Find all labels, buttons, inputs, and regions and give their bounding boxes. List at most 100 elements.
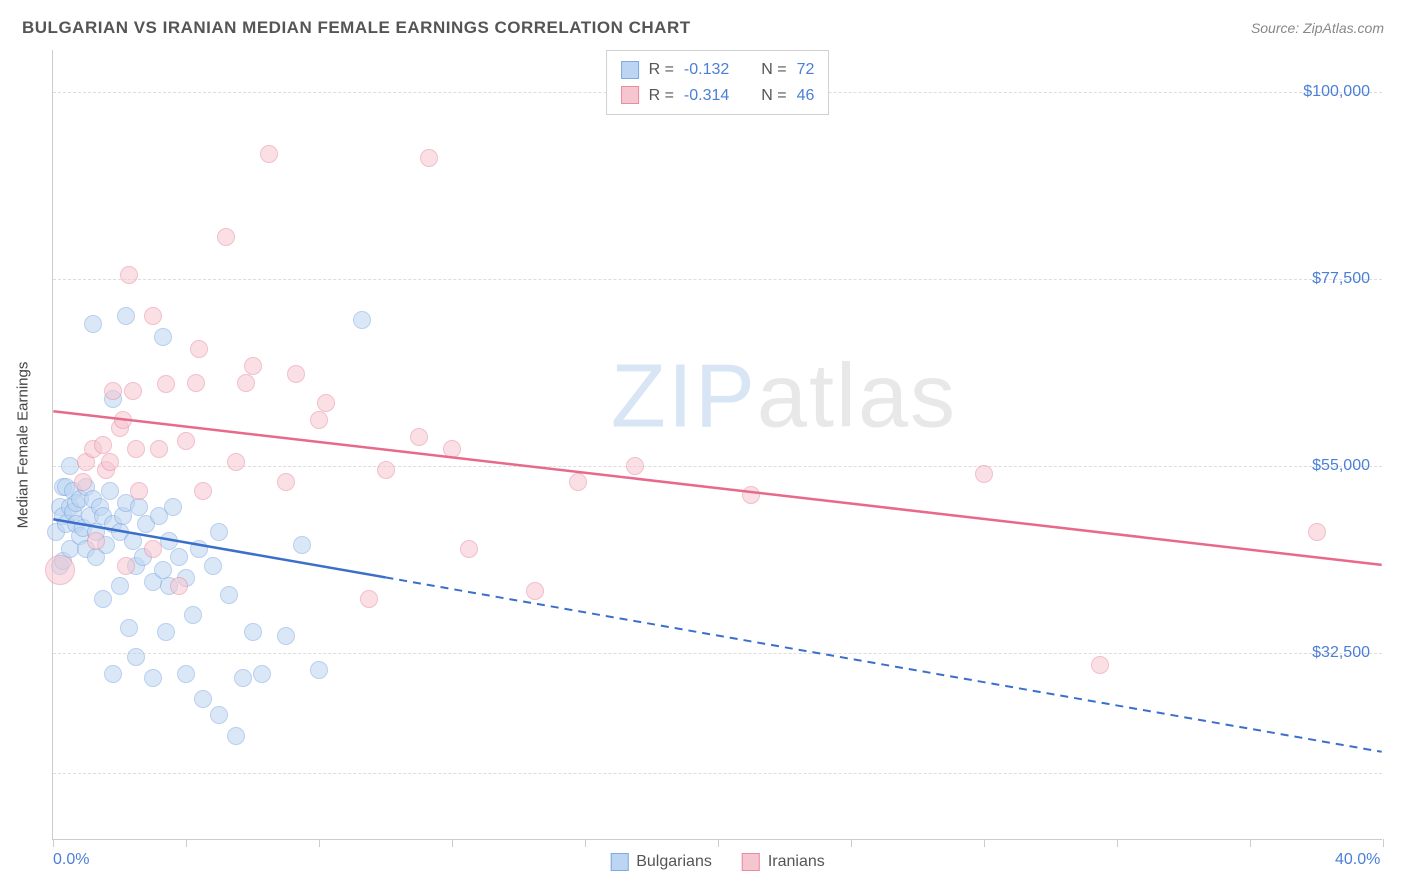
data-point <box>101 453 119 471</box>
legend-series-label: Bulgarians <box>636 853 712 871</box>
data-point <box>177 665 195 683</box>
legend-swatch <box>742 853 760 871</box>
data-point <box>210 706 228 724</box>
data-point <box>190 340 208 358</box>
data-point <box>144 307 162 325</box>
data-point <box>360 590 378 608</box>
data-point <box>170 577 188 595</box>
data-point <box>569 473 587 491</box>
data-point <box>287 365 305 383</box>
data-point <box>87 532 105 550</box>
data-point <box>61 457 79 475</box>
data-point <box>111 577 129 595</box>
x-tick <box>851 839 852 847</box>
legend-swatch <box>621 61 639 79</box>
data-point <box>220 586 238 604</box>
legend-correlation: R = -0.132N = 72R = -0.314N = 46 <box>606 50 830 115</box>
y-axis-title: Median Female Earnings <box>15 361 32 528</box>
legend-swatch <box>610 853 628 871</box>
x-tick <box>1250 839 1251 847</box>
data-point <box>975 465 993 483</box>
data-point <box>227 453 245 471</box>
legend-n-label: N = <box>761 83 786 109</box>
data-point <box>117 557 135 575</box>
data-point <box>377 461 395 479</box>
data-point <box>310 661 328 679</box>
data-point <box>101 482 119 500</box>
legend-n-label: N = <box>761 57 786 83</box>
data-point <box>127 440 145 458</box>
legend-series: Bulgarians Iranians <box>610 853 825 871</box>
x-tick <box>1117 839 1118 847</box>
data-point <box>253 665 271 683</box>
data-point <box>124 382 142 400</box>
data-point <box>170 548 188 566</box>
data-point <box>74 473 92 491</box>
data-point <box>260 145 278 163</box>
data-point <box>104 382 122 400</box>
data-point <box>164 498 182 516</box>
gridline <box>53 279 1382 280</box>
data-point <box>144 669 162 687</box>
data-point <box>194 690 212 708</box>
data-point <box>443 440 461 458</box>
data-point <box>187 374 205 392</box>
y-tick-label: $100,000 <box>1303 83 1370 101</box>
legend-row: R = -0.314N = 46 <box>621 83 815 109</box>
data-point <box>353 311 371 329</box>
x-tick <box>718 839 719 847</box>
data-point <box>277 473 295 491</box>
x-tick <box>984 839 985 847</box>
data-point <box>124 532 142 550</box>
data-point <box>94 436 112 454</box>
data-point <box>1308 523 1326 541</box>
gridline <box>53 466 1382 467</box>
data-point <box>317 394 335 412</box>
data-point <box>460 540 478 558</box>
x-tick-label: 0.0% <box>53 851 89 869</box>
data-point <box>45 555 75 585</box>
legend-r-value: -0.314 <box>684 83 729 109</box>
data-point <box>194 482 212 500</box>
x-tick <box>186 839 187 847</box>
trend-lines <box>53 50 1382 839</box>
data-point <box>120 619 138 637</box>
data-point <box>277 627 295 645</box>
data-point <box>160 532 178 550</box>
data-point <box>117 307 135 325</box>
data-point <box>244 357 262 375</box>
data-point <box>234 669 252 687</box>
data-point <box>150 440 168 458</box>
data-point <box>244 623 262 641</box>
data-point <box>410 428 428 446</box>
data-point <box>130 482 148 500</box>
gridline <box>53 653 1382 654</box>
data-point <box>1091 656 1109 674</box>
data-point <box>144 540 162 558</box>
legend-swatch <box>621 86 639 104</box>
data-point <box>190 540 208 558</box>
legend-r-label: R = <box>649 57 674 83</box>
data-point <box>227 727 245 745</box>
legend-r-label: R = <box>649 83 674 109</box>
data-point <box>84 315 102 333</box>
y-tick-label: $32,500 <box>1312 644 1370 662</box>
y-tick-label: $77,500 <box>1312 270 1370 288</box>
trend-line-solid <box>53 411 1381 565</box>
data-point <box>310 411 328 429</box>
data-point <box>157 375 175 393</box>
data-point <box>293 536 311 554</box>
data-point <box>157 623 175 641</box>
legend-row: R = -0.132N = 72 <box>621 57 815 83</box>
y-tick-label: $55,000 <box>1312 457 1370 475</box>
data-point <box>237 374 255 392</box>
data-point <box>127 648 145 666</box>
data-point <box>210 523 228 541</box>
x-tick <box>452 839 453 847</box>
x-tick <box>1383 839 1384 847</box>
legend-r-value: -0.132 <box>684 57 729 83</box>
gridline <box>53 773 1382 774</box>
trend-line-dashed <box>385 577 1381 751</box>
legend-series-label: Iranians <box>768 853 825 871</box>
x-tick <box>53 839 54 847</box>
